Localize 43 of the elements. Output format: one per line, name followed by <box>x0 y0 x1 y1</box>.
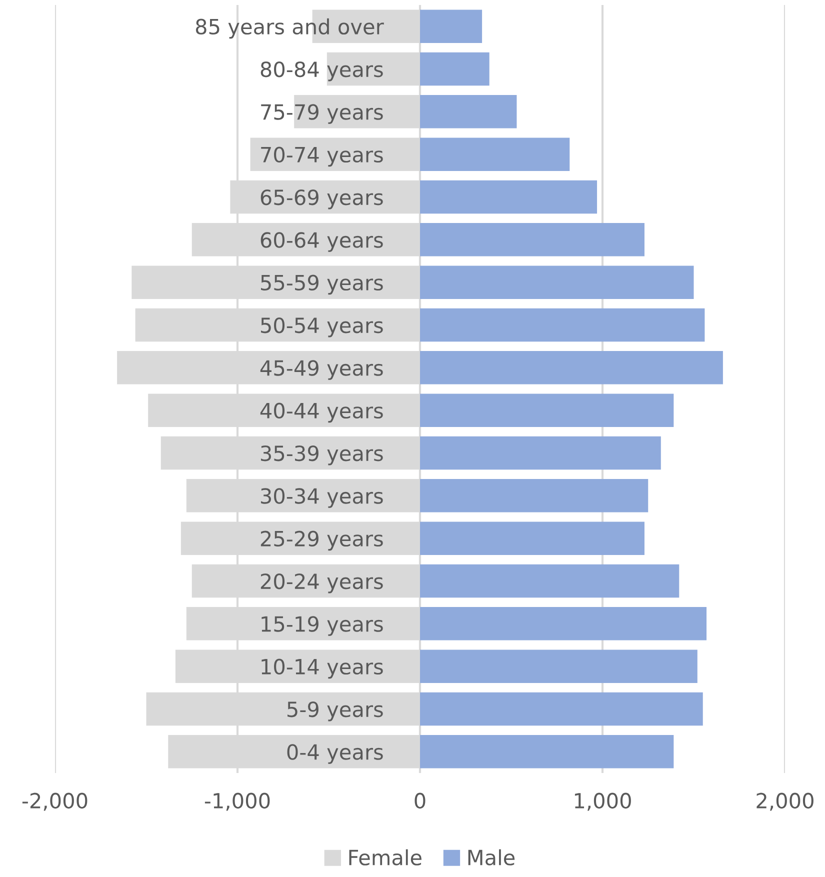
y-tick-label: 85 years and over <box>196 18 384 39</box>
bar <box>420 607 707 640</box>
bar <box>420 95 517 128</box>
y-tick-label: 45-49 years <box>260 360 383 380</box>
x-tick-label: -1,000 <box>204 792 270 811</box>
y-tick-label: 60-64 years <box>260 232 383 252</box>
y-tick-label: 75-79 years <box>261 104 383 124</box>
bar <box>420 735 674 768</box>
y-tick-label: 25-29 years <box>260 530 383 551</box>
y-tick-label: 70-74 years <box>261 146 383 167</box>
y-tick-label: 40-44 years <box>260 402 383 423</box>
bar <box>420 308 705 342</box>
bar <box>420 138 570 171</box>
bar <box>420 436 661 470</box>
y-tick-label: 20-24 years <box>260 573 383 594</box>
x-tick-label: 1,000 <box>574 792 631 811</box>
y-tick-label: 30-34 years <box>260 488 383 508</box>
y-tick-label: 15-19 years <box>262 616 383 636</box>
x-tick-label: 2,000 <box>756 792 814 811</box>
x-tick-label: 0 <box>414 792 426 809</box>
y-tick-label: 10-14 years <box>262 658 383 679</box>
bar <box>420 10 482 43</box>
y-tick-label: 0-4 years <box>287 744 383 764</box>
bar <box>420 564 680 598</box>
bar <box>420 522 644 555</box>
bar <box>420 692 703 726</box>
y-tick-label: 35-39 years <box>260 445 383 466</box>
legend-label: Male <box>468 849 515 866</box>
bar <box>420 479 648 512</box>
bar <box>420 52 490 86</box>
bar <box>420 351 723 384</box>
bar <box>420 266 694 299</box>
x-tick-label: -2,000 <box>22 792 88 811</box>
bar <box>420 223 644 256</box>
legend-label: Female <box>349 849 422 866</box>
bar <box>420 394 674 427</box>
y-tick-label: 50-54 years <box>261 317 383 338</box>
bar <box>420 180 598 214</box>
y-tick-label: 80-84 years <box>260 61 383 82</box>
y-tick-label: 5-9 years <box>288 701 383 722</box>
y-tick-label: 65-69 years <box>260 189 383 210</box>
bar <box>420 650 698 683</box>
y-tick-label: 55-59 years <box>261 274 383 295</box>
